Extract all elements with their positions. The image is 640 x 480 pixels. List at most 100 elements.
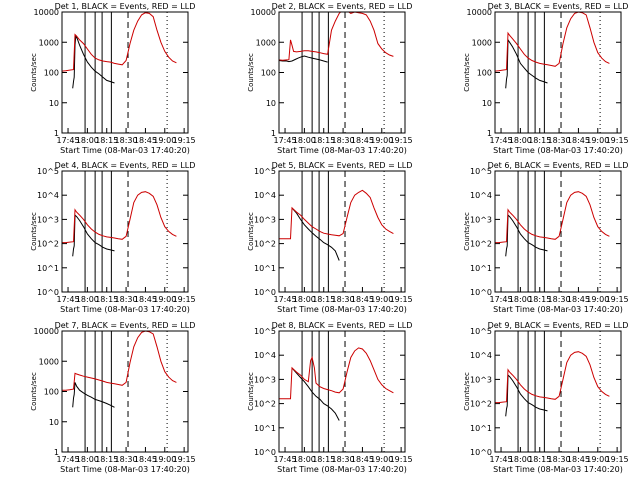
x-tick-label: 18:45 <box>351 295 374 304</box>
x-tick-label: 19:15 <box>173 455 196 464</box>
y-tick-label: 1000 <box>39 38 59 47</box>
y-tick-label: 1000 <box>39 357 59 366</box>
series-red-line <box>279 12 394 61</box>
plot-frame <box>278 330 406 453</box>
x-tick-label: 18:45 <box>134 136 157 145</box>
y-tick-label: 100 <box>44 69 59 78</box>
x-tick-label: 19:00 <box>586 455 609 464</box>
x-tick-label: 18:45 <box>567 295 590 304</box>
plot-frame <box>494 11 622 134</box>
x-tick-label: 18:00 <box>509 295 532 304</box>
y-tick-label: 10^3 <box>470 375 492 384</box>
y-axis-label: Counts/sec <box>247 372 255 411</box>
series-red-line <box>279 347 394 400</box>
y-tick-label: 10^5 <box>470 167 492 176</box>
x-tick-label: 18:30 <box>332 136 355 145</box>
x-tick-label: 18:00 <box>509 455 532 464</box>
x-axis-label: Start Time (08-Mar-03 17:40:20) <box>277 465 407 474</box>
panel-title: Det 8, BLACK = Events, RED = LLD <box>272 321 413 330</box>
y-tick-label: 10^0 <box>470 288 492 297</box>
x-tick-label: 18:30 <box>548 136 571 145</box>
x-tick-label: 18:30 <box>548 455 571 464</box>
x-tick-label: 18:30 <box>332 455 355 464</box>
y-axis-label: Counts/sec <box>30 53 38 92</box>
y-tick-label: 10^1 <box>254 424 276 433</box>
x-tick-label: 17:45 <box>57 295 80 304</box>
series-black-line <box>291 367 340 421</box>
panel-det-6: Det 6, BLACK = Events, RED = LLD 10^0 10^1… <box>463 161 629 314</box>
y-tick-label: 10^4 <box>470 351 492 360</box>
x-axis-label: Start Time (08-Mar-03 17:40:20) <box>60 465 190 474</box>
panel-det-9: Det 9, BLACK = Events, RED = LLD 10^0 10^1… <box>463 321 629 474</box>
x-tick-label: 18:15 <box>95 136 118 145</box>
x-tick-label: 18:15 <box>312 455 335 464</box>
y-tick-label: 10^2 <box>254 240 276 249</box>
x-tick-label: 18:45 <box>134 455 157 464</box>
x-tick-label: 18:00 <box>76 295 99 304</box>
y-tick-label: 10^5 <box>254 327 276 336</box>
y-tick-label: 10^4 <box>254 191 276 200</box>
y-tick-label: 10^0 <box>470 448 492 457</box>
x-tick-label: 17:45 <box>274 136 297 145</box>
x-tick-label: 17:45 <box>490 455 513 464</box>
y-tick-label: 10^0 <box>254 448 276 457</box>
y-tick-label: 10^0 <box>37 288 59 297</box>
x-tick-label: 18:15 <box>312 136 335 145</box>
series-black-line <box>291 207 340 261</box>
panel-det-1: Det 1, BLACK = Events, RED = LLD 1 10 100 10… <box>30 2 196 155</box>
x-axis-label: Start Time (08-Mar-03 17:40:20) <box>493 465 623 474</box>
x-tick-label: 17:45 <box>274 455 297 464</box>
x-axis-label: Start Time (08-Mar-03 17:40:20) <box>493 146 623 155</box>
y-tick-label: 10^4 <box>37 191 59 200</box>
panel-title: Det 2, BLACK = Events, RED = LLD <box>272 2 413 11</box>
panel-title: Det 9, BLACK = Events, RED = LLD <box>488 321 629 330</box>
x-tick-label: 17:45 <box>490 295 513 304</box>
x-tick-label: 17:45 <box>57 455 80 464</box>
y-tick-label: 1000 <box>472 38 492 47</box>
y-axis-label: Counts/sec <box>463 372 471 411</box>
y-axis-label: Counts/sec <box>247 212 255 251</box>
x-tick-label: 18:30 <box>548 295 571 304</box>
plot-frame <box>61 330 189 453</box>
x-tick-label: 17:45 <box>274 295 297 304</box>
series-red-line <box>62 12 177 72</box>
x-tick-label: 19:00 <box>370 136 393 145</box>
x-tick-label: 19:15 <box>173 295 196 304</box>
x-tick-label: 19:15 <box>606 455 629 464</box>
y-tick-label: 10 <box>49 418 59 427</box>
y-tick-label: 1 <box>54 129 59 138</box>
panel-det-5: Det 5, BLACK = Events, RED = LLD 10^0 10^1… <box>247 161 413 314</box>
x-tick-label: 18:15 <box>528 455 551 464</box>
y-tick-label: 1 <box>271 129 276 138</box>
x-tick-label: 17:45 <box>57 136 80 145</box>
y-tick-label: 10 <box>482 99 492 108</box>
series-black-line <box>72 213 115 257</box>
x-tick-label: 19:00 <box>370 295 393 304</box>
y-axis-label: Counts/sec <box>463 212 471 251</box>
panel-title: Det 5, BLACK = Events, RED = LLD <box>272 161 413 170</box>
y-tick-label: 10^1 <box>37 264 59 273</box>
x-tick-label: 18:45 <box>567 136 590 145</box>
x-tick-label: 17:45 <box>490 136 513 145</box>
series-red-line <box>495 351 610 404</box>
series-red-line <box>279 189 394 240</box>
panel-title: Det 4, BLACK = Events, RED = LLD <box>55 161 196 170</box>
panel-det-3: Det 3, BLACK = Events, RED = LLD 1 10 100 10… <box>463 2 629 155</box>
y-tick-label: 10^3 <box>254 215 276 224</box>
series-red-line <box>495 12 610 72</box>
x-tick-label: 18:00 <box>293 295 316 304</box>
y-tick-label: 10 <box>266 99 276 108</box>
x-axis-label: Start Time (08-Mar-03 17:40:20) <box>493 305 623 314</box>
y-tick-label: 10000 <box>34 327 59 336</box>
panel-title: Det 1, BLACK = Events, RED = LLD <box>55 2 196 11</box>
plot-frame <box>278 11 406 134</box>
plot-frame <box>61 11 189 134</box>
y-tick-label: 10000 <box>34 8 59 17</box>
x-tick-label: 19:15 <box>390 136 413 145</box>
plot-frame <box>278 170 406 293</box>
y-tick-label: 10^5 <box>470 327 492 336</box>
y-axis-label: Counts/sec <box>247 53 255 92</box>
panel-title: Det 6, BLACK = Events, RED = LLD <box>488 161 629 170</box>
x-tick-label: 18:15 <box>95 455 118 464</box>
